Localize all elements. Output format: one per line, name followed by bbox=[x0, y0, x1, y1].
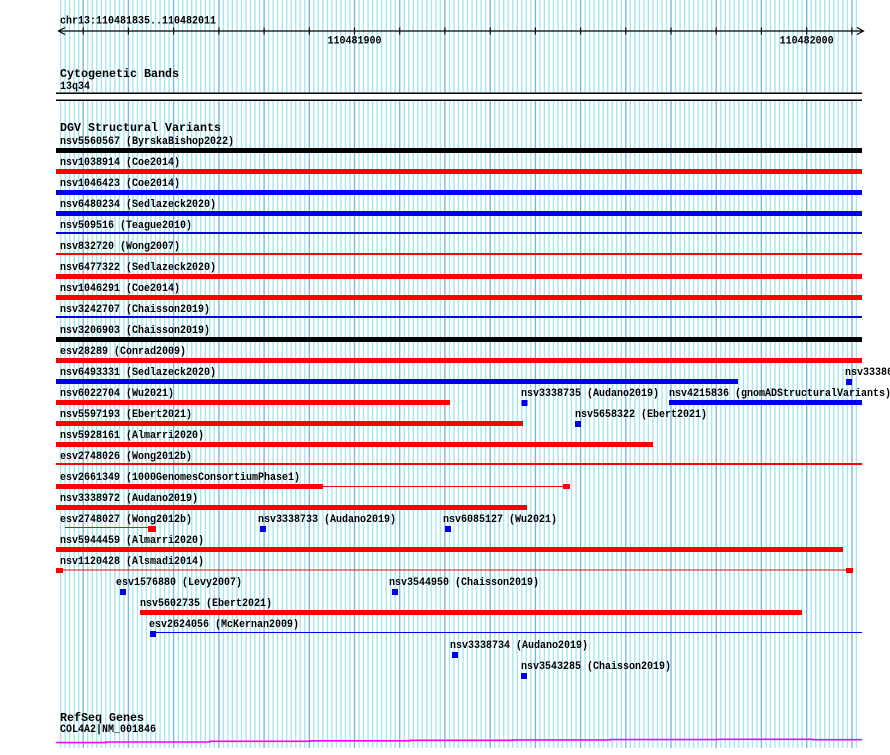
svg-text:nsv4215836 (gnomADStructuralVa: nsv4215836 (gnomADStructuralVariants) bbox=[669, 388, 890, 400]
svg-text:esv2661349 (1000GenomesConsort: esv2661349 (1000GenomesConsortiumPhase1) bbox=[60, 472, 300, 484]
svg-text:nsv1038914 (Coe2014): nsv1038914 (Coe2014) bbox=[60, 157, 180, 169]
svg-text:nsv1046423 (Coe2014): nsv1046423 (Coe2014) bbox=[60, 178, 180, 190]
svg-text:110481900: 110481900 bbox=[328, 36, 382, 48]
svg-text:nsv832720 (Wong2007): nsv832720 (Wong2007) bbox=[60, 241, 180, 253]
svg-text:nsv1046291 (Coe2014): nsv1046291 (Coe2014) bbox=[60, 283, 180, 295]
svg-text:esv28289 (Conrad2009): esv28289 (Conrad2009) bbox=[60, 346, 186, 358]
svg-text:chr13:110481835..110482011: chr13:110481835..110482011 bbox=[60, 16, 216, 28]
svg-text:nsv6022704 (Wu2021): nsv6022704 (Wu2021) bbox=[60, 388, 174, 400]
svg-text:nsv3338734 (Audano2019): nsv3338734 (Audano2019) bbox=[450, 640, 588, 652]
svg-text:110482000: 110482000 bbox=[780, 36, 834, 48]
svg-text:COL4A2|NM_001846: COL4A2|NM_001846 bbox=[60, 724, 156, 736]
svg-text:nsv3338733 (Audano2019): nsv3338733 (Audano2019) bbox=[258, 514, 396, 526]
svg-text:nsv509516 (Teague2010): nsv509516 (Teague2010) bbox=[60, 220, 192, 232]
svg-text:nsv3338735 (Audano2019): nsv3338735 (Audano2019) bbox=[521, 388, 659, 400]
svg-text:nsv5560567 (ByrskaBishop2022): nsv5560567 (ByrskaBishop2022) bbox=[60, 136, 234, 148]
svg-text:esv2624056 (McKernan2009): esv2624056 (McKernan2009) bbox=[149, 619, 299, 631]
svg-text:nsv5602735 (Ebert2021): nsv5602735 (Ebert2021) bbox=[140, 598, 272, 610]
svg-text:nsv5658322 (Ebert2021): nsv5658322 (Ebert2021) bbox=[575, 409, 707, 421]
svg-text:nsv3543285 (Chaisson2019): nsv3543285 (Chaisson2019) bbox=[521, 661, 671, 673]
svg-text:nsv333865: nsv333865 bbox=[845, 367, 890, 379]
svg-text:esv2748026 (Wong2012b): esv2748026 (Wong2012b) bbox=[60, 451, 192, 463]
svg-text:nsv5928161 (Almarri2020): nsv5928161 (Almarri2020) bbox=[60, 430, 204, 442]
svg-text:nsv3206903 (Chaisson2019): nsv3206903 (Chaisson2019) bbox=[60, 325, 210, 337]
svg-text:DGV Structural Variants: DGV Structural Variants bbox=[60, 121, 221, 135]
svg-text:nsv1120428 (Alsmadi2014): nsv1120428 (Alsmadi2014) bbox=[60, 556, 204, 568]
svg-text:nsv5597193 (Ebert2021): nsv5597193 (Ebert2021) bbox=[60, 409, 192, 421]
svg-text:RefSeq Genes: RefSeq Genes bbox=[60, 711, 144, 725]
svg-text:13q34: 13q34 bbox=[60, 81, 90, 93]
svg-text:nsv5944459 (Almarri2020): nsv5944459 (Almarri2020) bbox=[60, 535, 204, 547]
svg-text:Cytogenetic Bands: Cytogenetic Bands bbox=[60, 67, 179, 81]
svg-text:nsv6477322 (Sedlazeck2020): nsv6477322 (Sedlazeck2020) bbox=[60, 262, 216, 274]
svg-text:nsv6480234 (Sedlazeck2020): nsv6480234 (Sedlazeck2020) bbox=[60, 199, 216, 211]
svg-text:nsv3242707 (Chaisson2019): nsv3242707 (Chaisson2019) bbox=[60, 304, 210, 316]
svg-text:esv1576880 (Levy2007): esv1576880 (Levy2007) bbox=[116, 577, 242, 589]
svg-text:nsv3544950 (Chaisson2019): nsv3544950 (Chaisson2019) bbox=[389, 577, 539, 589]
svg-text:nsv6493331 (Sedlazeck2020): nsv6493331 (Sedlazeck2020) bbox=[60, 367, 216, 379]
svg-text:nsv3338972 (Audano2019): nsv3338972 (Audano2019) bbox=[60, 493, 198, 505]
svg-text:esv2748027 (Wong2012b): esv2748027 (Wong2012b) bbox=[60, 514, 192, 526]
svg-text:nsv6085127 (Wu2021): nsv6085127 (Wu2021) bbox=[443, 514, 557, 526]
